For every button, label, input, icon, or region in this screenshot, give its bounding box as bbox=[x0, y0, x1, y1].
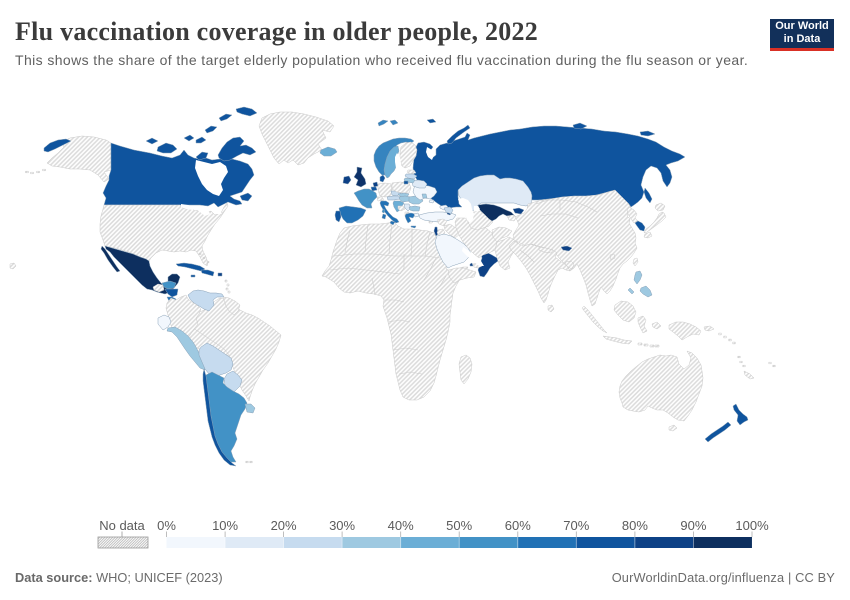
svg-text:0%: 0% bbox=[157, 518, 176, 533]
svg-text:90%: 90% bbox=[680, 518, 706, 533]
svg-text:No data: No data bbox=[99, 518, 145, 533]
svg-text:10%: 10% bbox=[212, 518, 238, 533]
svg-text:30%: 30% bbox=[329, 518, 355, 533]
svg-text:40%: 40% bbox=[388, 518, 414, 533]
svg-text:80%: 80% bbox=[622, 518, 648, 533]
svg-text:50%: 50% bbox=[446, 518, 472, 533]
svg-text:20%: 20% bbox=[271, 518, 297, 533]
svg-text:60%: 60% bbox=[505, 518, 531, 533]
svg-text:70%: 70% bbox=[563, 518, 589, 533]
svg-text:100%: 100% bbox=[735, 518, 769, 533]
